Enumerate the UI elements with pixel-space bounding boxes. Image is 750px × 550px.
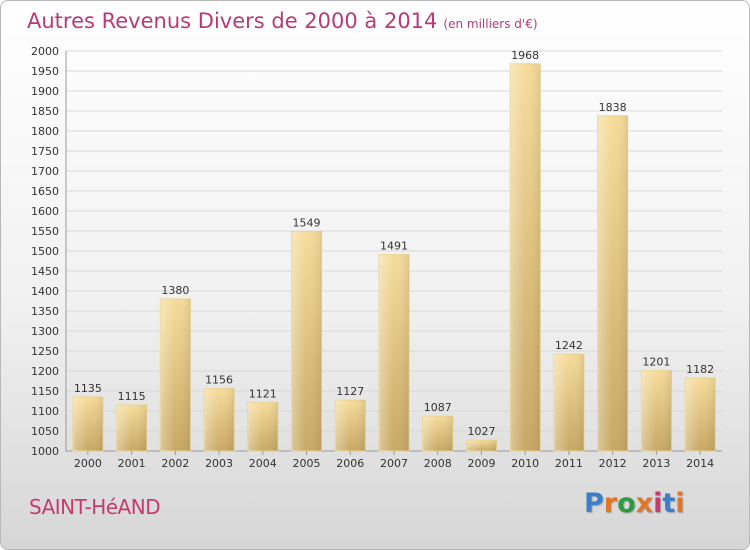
bar-shading (160, 299, 191, 451)
x-tick-label: 2008 (424, 457, 452, 470)
data-label: 1838 (599, 101, 627, 114)
data-label: 1087 (424, 401, 452, 414)
logo-letter: i (653, 488, 663, 519)
bar-shading (422, 416, 453, 451)
y-tick-label: 1650 (31, 185, 59, 198)
bar-shading (204, 388, 235, 451)
data-label: 1135 (74, 382, 102, 395)
y-tick-label: 1550 (31, 225, 59, 238)
y-tick-label: 1900 (31, 85, 59, 98)
y-tick-label: 2000 (31, 45, 59, 58)
x-tick-label: 2007 (380, 457, 408, 470)
y-tick-label: 1850 (31, 105, 59, 118)
chart-subtitle: (en milliers d'€) (443, 17, 538, 31)
logo-letter: t (662, 488, 676, 519)
bar-shading (510, 63, 541, 452)
data-label: 1027 (467, 425, 495, 438)
y-tick-label: 1350 (31, 305, 59, 318)
x-tick-label: 2009 (467, 457, 495, 470)
chart-title-text: Autres Revenus Divers de 2000 à 2014 (27, 9, 438, 33)
bar-shading (597, 115, 628, 452)
bar-shading (466, 440, 497, 451)
x-tick-label: 2014 (686, 457, 714, 470)
bar-shading (641, 370, 672, 451)
y-tick-label: 1400 (31, 285, 59, 298)
bar-shading (379, 254, 409, 451)
data-label: 1121 (249, 388, 277, 401)
bar-shading (335, 400, 366, 451)
y-tick-label: 1150 (31, 385, 59, 398)
y-tick-label: 1200 (31, 365, 59, 378)
x-tick-label: 2006 (336, 457, 364, 470)
y-tick-label: 1000 (31, 445, 59, 458)
logo-letter: o (617, 488, 636, 519)
y-tick-label: 1250 (31, 345, 59, 358)
y-tick-label: 1300 (31, 325, 59, 338)
bar-shading (291, 231, 322, 451)
x-tick-label: 2001 (118, 457, 146, 470)
data-label: 1380 (161, 284, 189, 297)
y-tick-label: 1500 (31, 245, 59, 258)
logo-letter: x (635, 488, 654, 519)
x-tick-label: 2004 (249, 457, 277, 470)
y-tick-label: 1800 (31, 125, 59, 138)
bar-shading (72, 397, 103, 451)
x-tick-label: 2002 (161, 457, 189, 470)
bar-shading (247, 402, 278, 451)
data-label: 1115 (118, 390, 146, 403)
data-label: 1127 (336, 385, 364, 398)
y-tick-label: 1050 (31, 425, 59, 438)
logo-letter: r (603, 488, 618, 519)
data-label: 1182 (686, 363, 714, 376)
y-tick-label: 1100 (31, 405, 59, 418)
bar-shading (685, 378, 716, 451)
bar-shading (116, 405, 147, 451)
y-tick-label: 1750 (31, 145, 59, 158)
data-label: 1491 (380, 240, 408, 253)
commune-name: SAINT-HéAND (29, 495, 161, 519)
data-label: 1201 (642, 356, 670, 369)
data-label: 1549 (293, 216, 321, 229)
data-label: 1968 (511, 49, 539, 62)
y-tick-label: 1450 (31, 265, 59, 278)
bar-shading (553, 354, 584, 451)
y-tick-label: 1600 (31, 205, 59, 218)
logo-letter: i (675, 488, 685, 519)
x-tick-label: 2011 (555, 457, 583, 470)
x-tick-label: 2005 (293, 457, 321, 470)
y-tick-label: 1700 (31, 165, 59, 178)
logo-letter: P (584, 488, 604, 519)
data-label: 1242 (555, 339, 583, 352)
chart-title: Autres Revenus Divers de 2000 à 2014 (en … (27, 9, 538, 33)
x-tick-label: 2000 (74, 457, 102, 470)
proxiti-logo: Proxiti (584, 488, 685, 519)
x-tick-label: 2010 (511, 457, 539, 470)
y-tick-label: 1950 (31, 65, 59, 78)
x-tick-label: 2013 (642, 457, 670, 470)
x-tick-label: 2003 (205, 457, 233, 470)
data-label: 1156 (205, 374, 233, 387)
x-tick-label: 2012 (599, 457, 627, 470)
